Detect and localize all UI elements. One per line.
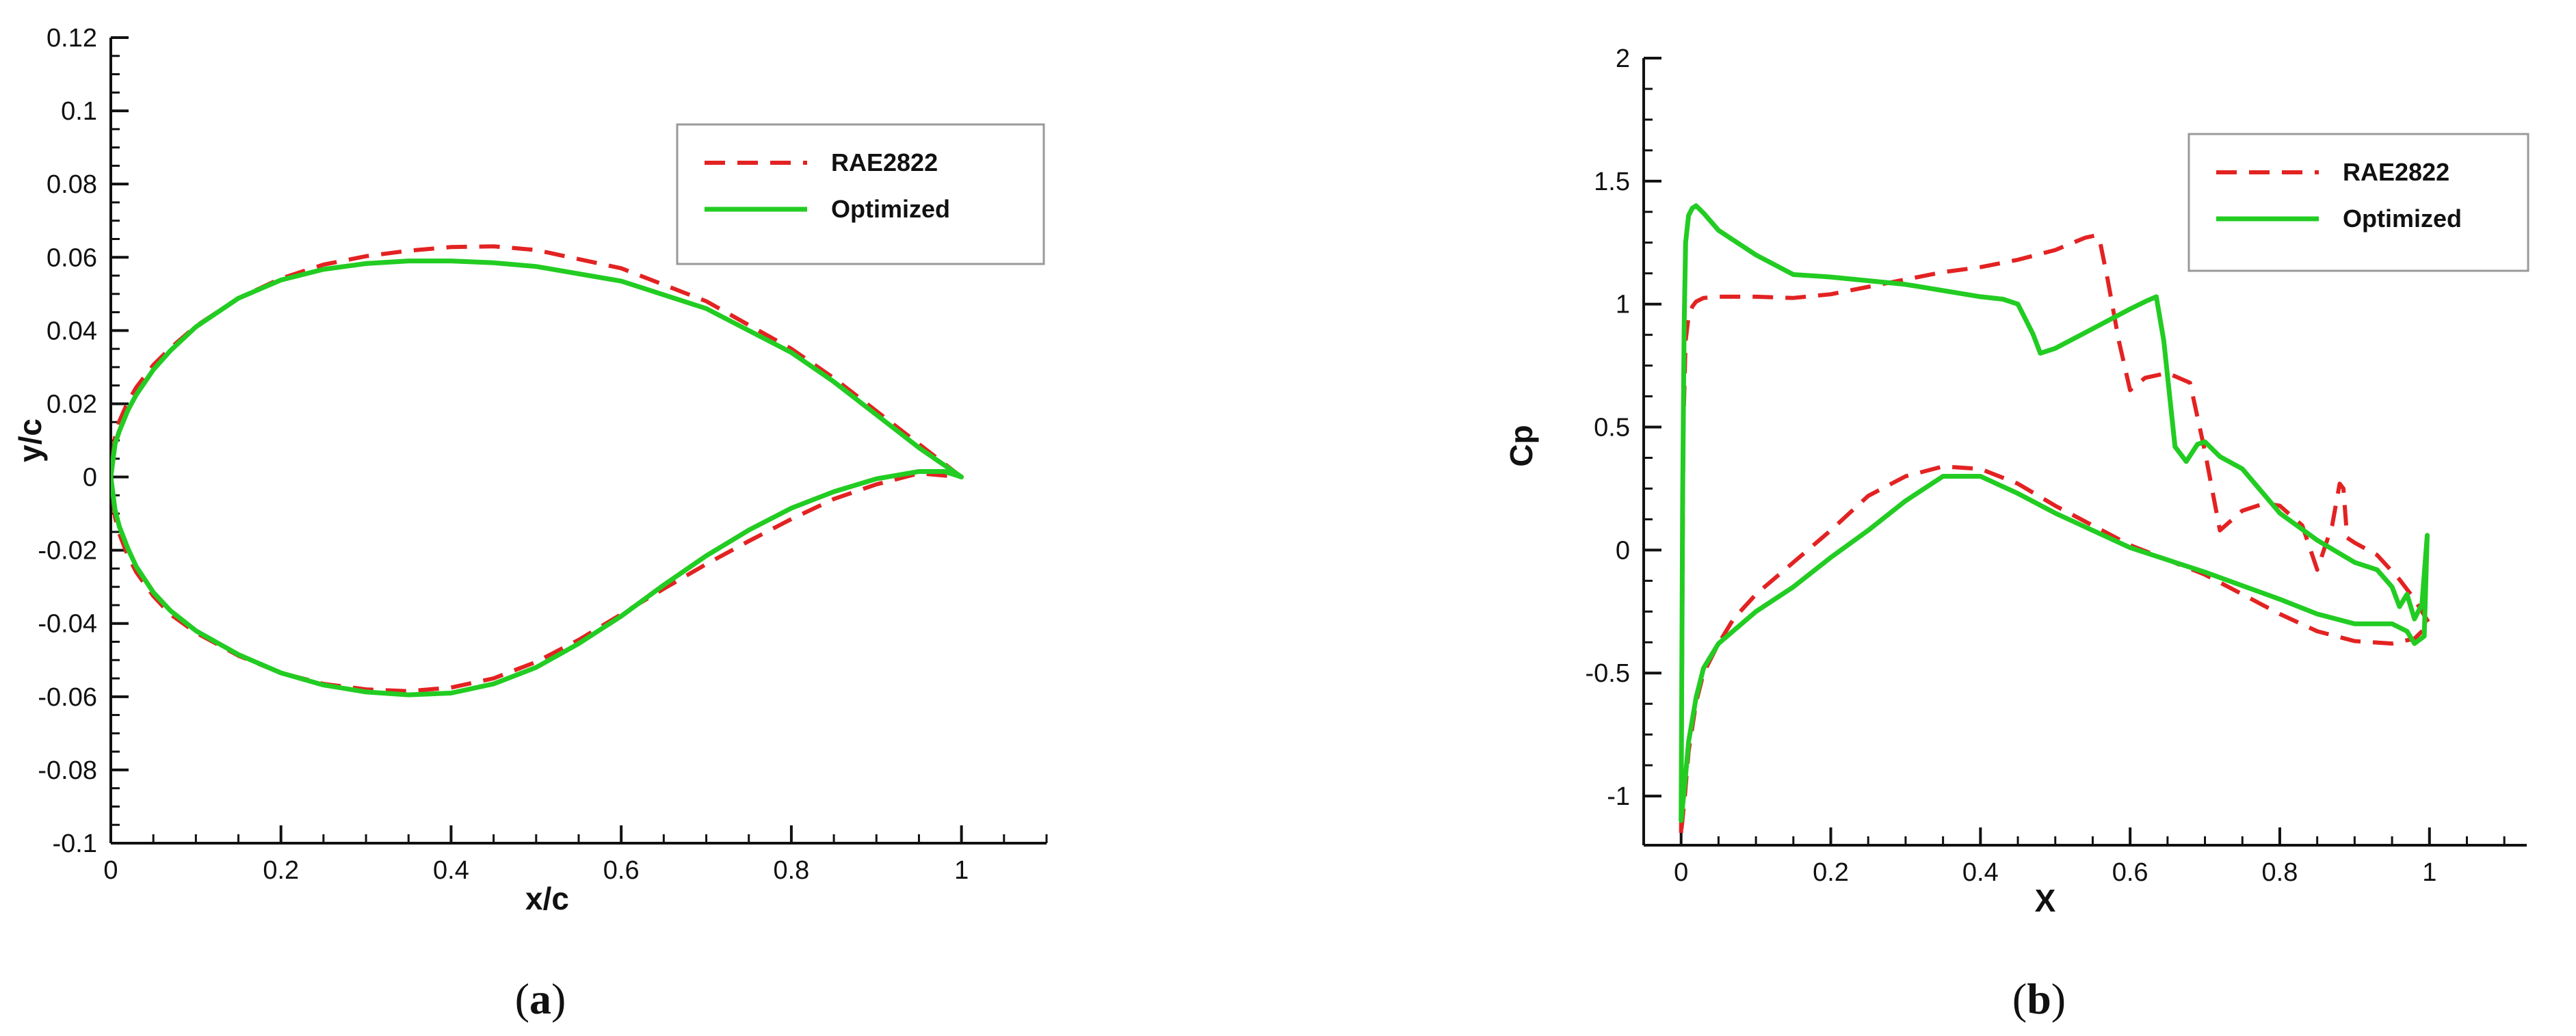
- x-tick-label: 0.2: [263, 856, 299, 885]
- legend: RAE2822 Optimized: [676, 123, 1045, 265]
- y-tick-label: 0: [83, 464, 97, 492]
- legend-label-optimized: Optimized: [831, 195, 950, 223]
- legend-box: [2187, 133, 2529, 272]
- y-tick-label: -0.02: [38, 537, 97, 566]
- y-tick-label: 0.5: [1594, 414, 1630, 442]
- y-tick-label: 0.06: [47, 243, 97, 272]
- y-tick-label: -0.5: [1586, 659, 1630, 688]
- x-tick-label: 0.6: [603, 856, 640, 885]
- chart-panel-b: 0 0.2 0.4 0.6 0.8 1 -1 -0.5 0 0.5 1 1.5 2 X Cp RAE2822 O…: [1503, 44, 2529, 918]
- x-tick-label: 0: [1674, 858, 1688, 887]
- x-tick-label: 1: [954, 856, 969, 885]
- legend: RAE2822 Optimized: [2187, 133, 2529, 272]
- y-tick-label: 0.02: [47, 390, 97, 419]
- legend-box: [676, 123, 1045, 265]
- y-tick-label: 0.08: [47, 170, 97, 199]
- chart-panel-a: 0 0.2 0.4 0.6 0.8 1 -0.1 -0.08 -0.06 -0.04 -0.02 0 0…: [12, 24, 1048, 916]
- caption-a: (a): [515, 974, 566, 1023]
- legend-label-optimized: Optimized: [2343, 204, 2462, 233]
- caption-b: (b): [2012, 974, 2066, 1023]
- y-tick-label: -0.04: [38, 610, 97, 639]
- legend-label-rae2822: RAE2822: [831, 148, 938, 176]
- y-axis-title: y/c: [12, 419, 48, 462]
- x-tick-label: 0.2: [1813, 858, 1849, 887]
- x-tick-label: 0.6: [2112, 858, 2148, 887]
- x-tick-label: 0.8: [773, 856, 809, 885]
- x-tick-label: 1: [2422, 858, 2436, 887]
- y-tick-label: 0.04: [47, 317, 97, 345]
- y-tick-label: 2: [1616, 44, 1630, 73]
- y-tick-label: -1: [1607, 782, 1630, 811]
- y-axis-title: Cp: [1503, 425, 1539, 466]
- y-tick-label: -0.06: [38, 683, 97, 712]
- x-axis-title: x/c: [525, 881, 569, 916]
- x-tick-label: 0.4: [433, 856, 469, 885]
- x-tick-label: 0: [103, 856, 118, 885]
- series-line-optimized: [111, 258, 964, 698]
- y-tick-label: 0: [1616, 536, 1630, 565]
- y-tick-label: 0.1: [61, 97, 97, 126]
- series-line-rae2822: [111, 244, 963, 693]
- series-line-rae2822: [1679, 233, 2432, 834]
- y-tick-label: 1: [1616, 291, 1630, 319]
- y-tick-label: 1.5: [1594, 168, 1630, 196]
- series-line-optimized: [1679, 203, 2430, 823]
- x-axis-title: X: [2035, 883, 2056, 918]
- legend-label-rae2822: RAE2822: [2343, 158, 2449, 186]
- y-tick-label: 0.12: [47, 24, 97, 53]
- x-tick-label: 0.8: [2262, 858, 2298, 887]
- x-tick-label: 0.4: [1962, 858, 1999, 887]
- y-tick-label: -0.1: [53, 829, 97, 858]
- y-tick-label: -0.08: [38, 756, 97, 785]
